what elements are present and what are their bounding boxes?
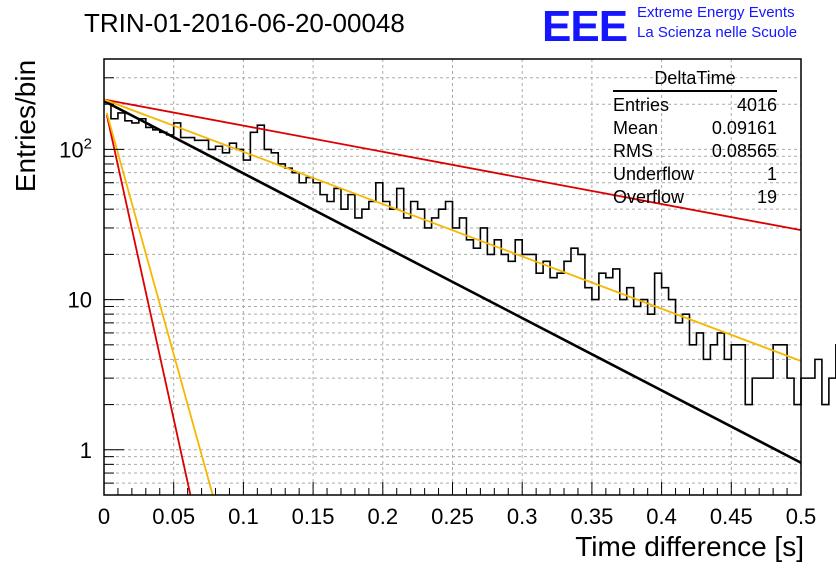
stats-label: Mean [613, 118, 659, 138]
stats-value: 0.08565 [711, 141, 777, 161]
x-tick-label: 0.3 [507, 504, 538, 529]
histogram-bins [104, 101, 836, 406]
curves [103, 98, 802, 496]
series-line-4 [105, 112, 214, 496]
stats-value: 4016 [736, 95, 777, 115]
stats-value: 1 [766, 164, 777, 184]
y-axis-label: Entries/bin [10, 59, 41, 193]
x-axis-label: Time difference [s] [575, 531, 804, 562]
eee-logo: EEE [542, 2, 628, 51]
x-tick-label: 0.4 [646, 504, 677, 529]
stats-box: DeltaTime Entries 4016 Mean 0.09161 RMS 0.0… [613, 68, 777, 209]
stats-row: Overflow 19 [613, 186, 777, 209]
stats-row: Underflow 1 [613, 163, 777, 186]
x-tick-label: 0.15 [292, 504, 335, 529]
y-tick-label: 102 [59, 135, 92, 162]
x-tick-label: 0 [98, 504, 110, 529]
x-tick-label: 0.1 [228, 504, 259, 529]
stats-label: Underflow [613, 164, 695, 184]
stats-value: 0.09161 [711, 118, 777, 138]
ticks: 0 0.05 0.1 0.15 0.2 0.25 0.3 0.35 0.4 0.45 0.5 1 10 1… [59, 58, 817, 529]
x-tick-label: 0.05 [152, 504, 195, 529]
stats-row: Mean 0.09161 [613, 117, 777, 140]
stats-label: Overflow [613, 187, 685, 207]
histogram [104, 101, 836, 406]
stats-label: RMS [613, 141, 653, 161]
series-line-0 [103, 99, 802, 464]
series-line-3 [105, 114, 192, 496]
x-tick-label: 0.5 [786, 504, 817, 529]
series-line-1 [103, 98, 802, 232]
brand-line-1: Extreme Energy Events [637, 4, 795, 21]
x-tick-label: 0.35 [570, 504, 613, 529]
x-tick-label: 0.45 [710, 504, 753, 529]
chart-title: TRIN-01-2016-06-20-00048 [84, 8, 405, 38]
stats-value: 19 [756, 187, 777, 207]
stats-row: RMS 0.08565 [613, 140, 777, 163]
series-line-2 [103, 98, 802, 362]
stats-title: DeltaTime [613, 68, 777, 92]
y-tick-label: 10 [68, 288, 92, 313]
stats-row: Entries 4016 [613, 94, 777, 117]
y-tick-label: 1 [80, 438, 92, 463]
brand-line-2: La Scienza nelle Scuole [637, 24, 798, 41]
x-tick-label: 0.2 [368, 504, 399, 529]
x-tick-label: 0.25 [431, 504, 474, 529]
stats-label: Entries [613, 95, 670, 115]
